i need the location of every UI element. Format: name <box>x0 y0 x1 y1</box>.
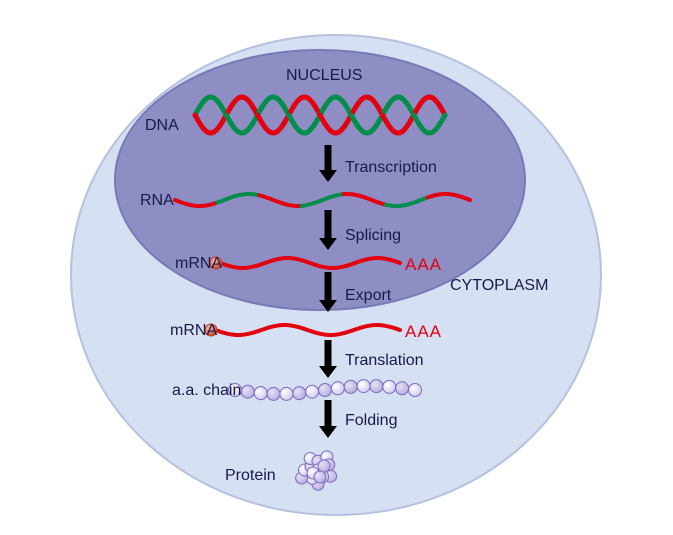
aa-bead <box>254 387 267 400</box>
aa-bead <box>267 387 280 400</box>
aa-bead <box>409 384 422 397</box>
nucleus-title: NUCLEUS <box>286 67 362 84</box>
aa-bead <box>383 380 396 393</box>
aa-bead <box>306 385 319 398</box>
aa-bead <box>357 380 370 393</box>
export-label: Export <box>345 287 392 304</box>
aa-chain-label: a.a. chain <box>172 382 241 399</box>
translation-label: Translation <box>345 352 424 369</box>
aa-bead <box>370 380 383 393</box>
aa-bead <box>396 382 409 395</box>
polya-2: AAA <box>405 322 442 341</box>
aa-bead <box>344 380 357 393</box>
aa-bead <box>319 384 332 397</box>
aa-bead <box>293 387 306 400</box>
dna-label: DNA <box>145 117 179 134</box>
aa-bead <box>280 387 293 400</box>
protein-bead <box>318 460 330 472</box>
transcription-label: Transcription <box>345 159 437 176</box>
protein-bead <box>314 471 326 483</box>
aa-bead <box>241 385 254 398</box>
aa-bead <box>331 382 344 395</box>
folding-label: Folding <box>345 412 397 429</box>
mrna-label-1: mRNA <box>175 255 222 272</box>
mrna-label-2: mRNA <box>170 322 217 339</box>
polya-1: AAA <box>405 255 442 274</box>
protein-label: Protein <box>225 467 276 484</box>
splicing-label: Splicing <box>345 227 401 244</box>
cytoplasm-title: CYTOPLASM <box>450 277 548 294</box>
rna-label: RNA <box>140 192 174 209</box>
